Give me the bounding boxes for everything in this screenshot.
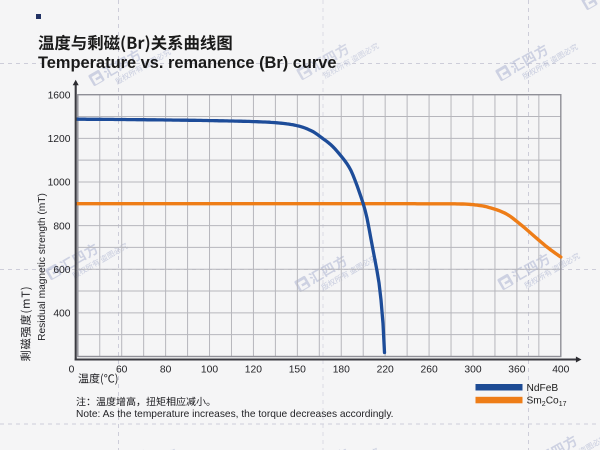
svg-text:0: 0 [69, 364, 75, 375]
svg-text:1600: 1600 [48, 90, 71, 101]
svg-text:400: 400 [552, 364, 569, 375]
svg-text:NdFeB: NdFeB [527, 383, 559, 394]
svg-text:Temperature vs. remanence (Br): Temperature vs. remanence (Br) curve [38, 54, 337, 72]
svg-text:600: 600 [53, 265, 70, 276]
svg-text:100: 100 [201, 364, 218, 375]
svg-text:Sm2Co17: Sm2Co17 [527, 396, 567, 408]
svg-text:800: 800 [53, 221, 70, 232]
svg-text:1200: 1200 [48, 134, 71, 145]
svg-text:360: 360 [508, 364, 525, 375]
svg-text:220: 220 [377, 364, 394, 375]
svg-text:120: 120 [245, 364, 262, 375]
svg-text:60: 60 [116, 364, 128, 375]
svg-text:300: 300 [464, 364, 481, 375]
svg-text:80: 80 [160, 364, 172, 375]
svg-text:150: 150 [289, 364, 306, 375]
svg-text:1000: 1000 [48, 178, 71, 189]
svg-text:Note: As the temperature incre: Note: As the temperature increases, the … [76, 409, 394, 420]
svg-text:400: 400 [53, 309, 70, 320]
svg-text:260: 260 [421, 364, 438, 375]
svg-text:Residual magnetic strength (mT: Residual magnetic strength (mT) [37, 193, 48, 341]
svg-text:180: 180 [333, 364, 350, 375]
